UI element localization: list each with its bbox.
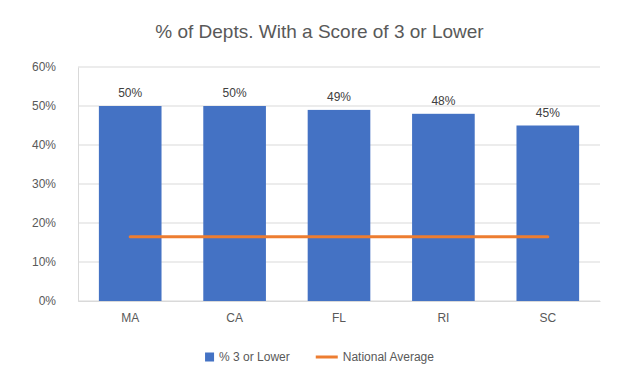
x-tick: RI xyxy=(437,301,449,325)
x-axis-line xyxy=(79,301,601,302)
y-tick-label: 50% xyxy=(32,99,56,113)
bar xyxy=(308,110,371,301)
y-tick: 30% xyxy=(32,177,78,191)
y-tick-label: 40% xyxy=(32,138,56,152)
legend-label: % 3 or Lower xyxy=(219,350,290,364)
bar xyxy=(99,106,162,301)
grid-line xyxy=(78,67,600,68)
y-tick: 20% xyxy=(32,216,78,230)
y-axis-line xyxy=(78,68,79,302)
legend: % 3 or Lower National Average xyxy=(205,350,434,364)
grid xyxy=(78,67,600,301)
x-tick-label: MA xyxy=(121,311,139,325)
chart: % of Depts. With a Score of 3 or Lower 0%… xyxy=(0,0,639,385)
legend-label: National Average xyxy=(343,350,435,364)
y-tick-label: 60% xyxy=(32,60,56,74)
legend-symbol xyxy=(316,356,338,359)
data-label: 48% xyxy=(431,94,455,108)
plot: 0% 10% 20% 30% 40% 50% 60% MA CA FL RI SC 50% 50% 49% 4… xyxy=(32,60,601,324)
y-axis: 0% 10% 20% 30% 40% 50% 60% xyxy=(32,60,79,308)
line xyxy=(130,235,548,238)
background xyxy=(0,0,639,385)
y-tick-label: 20% xyxy=(32,216,56,230)
data-label: 49% xyxy=(327,90,351,104)
x-tick-label: FL xyxy=(332,311,346,325)
x-tick: FL xyxy=(332,301,346,325)
y-tick: 60% xyxy=(32,60,78,74)
bar xyxy=(516,126,579,302)
y-tick: 50% xyxy=(32,99,78,113)
data-label: 45% xyxy=(536,106,560,120)
bar-series xyxy=(99,106,579,301)
y-tick: 0% xyxy=(39,294,78,308)
y-tick: 40% xyxy=(32,138,78,152)
x-tick-label: RI xyxy=(437,311,449,325)
y-tick-label: 0% xyxy=(39,294,57,308)
x-tick: SC xyxy=(539,301,556,325)
bar xyxy=(412,114,475,301)
x-tick-label: SC xyxy=(539,311,556,325)
x-axis: MA CA FL RI SC xyxy=(79,301,601,325)
x-tick: MA xyxy=(121,301,139,325)
y-tick-label: 30% xyxy=(32,177,56,191)
marks xyxy=(99,106,579,301)
bar xyxy=(203,106,266,301)
x-tick-label: CA xyxy=(226,311,243,325)
data-label: 50% xyxy=(223,86,247,100)
data-labels: 50% 50% 49% 48% 45% xyxy=(118,86,560,120)
y-tick: 10% xyxy=(32,255,78,269)
x-tick: CA xyxy=(226,301,243,325)
data-label: 50% xyxy=(118,86,142,100)
legend-symbol xyxy=(205,353,214,362)
legend-item: National Average xyxy=(316,350,435,364)
title: % of Depts. With a Score of 3 or Lower xyxy=(155,21,484,42)
legend-item: % 3 or Lower xyxy=(205,350,290,364)
y-tick-label: 10% xyxy=(32,255,56,269)
